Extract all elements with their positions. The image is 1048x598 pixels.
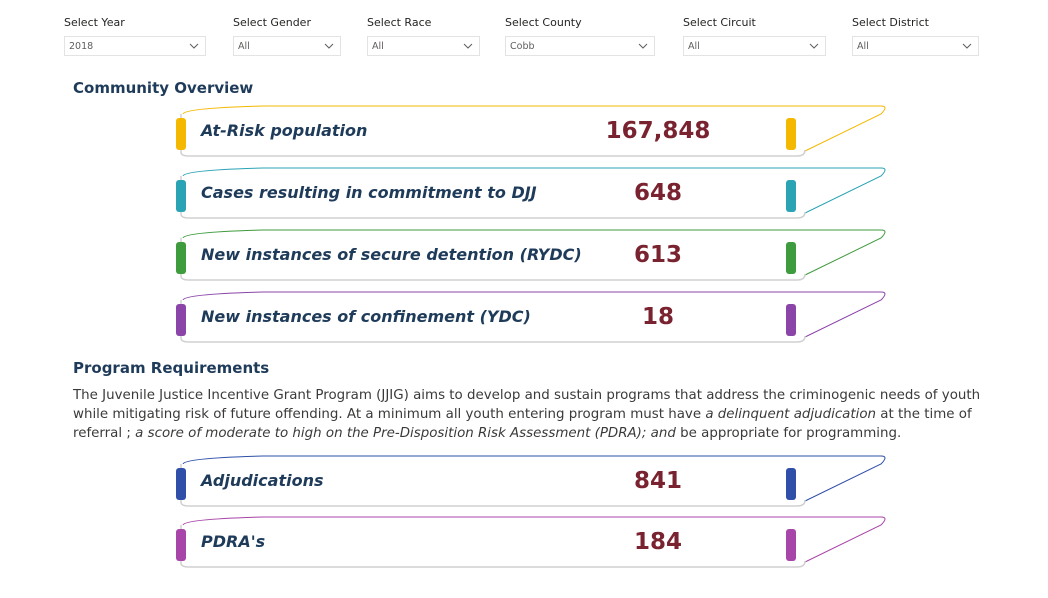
accent-bar-right bbox=[786, 180, 796, 212]
card-body bbox=[180, 114, 806, 157]
slicer-label: Select County bbox=[505, 16, 582, 29]
kpi-card-commitment[interactable]: Cases resulting in commitment to DJJ 648 bbox=[173, 166, 893, 222]
card-body bbox=[180, 525, 806, 568]
dropdown-value: All bbox=[238, 40, 250, 52]
accent-bar-right bbox=[786, 529, 796, 561]
dropdown-value: All bbox=[372, 40, 384, 52]
req-text-emphasis: a score of moderate to high on the Pre-D… bbox=[135, 426, 676, 441]
card-decoration bbox=[176, 105, 886, 157]
kpi-label: Cases resulting in commitment to DJJ bbox=[201, 183, 537, 202]
slicer-circuit: Select Circuit All bbox=[683, 16, 826, 56]
kpi-label: PDRA's bbox=[201, 532, 266, 551]
slicer-race: Select Race All bbox=[367, 16, 480, 56]
kpi-value: 184 bbox=[633, 529, 682, 555]
kpi-card-at-risk[interactable]: At-Risk population 167,848 bbox=[173, 104, 893, 160]
accent-swoosh bbox=[182, 167, 886, 215]
accent-bar-right bbox=[786, 118, 796, 150]
slicer-label: Select Year bbox=[64, 16, 125, 29]
slicer-label: Select Race bbox=[367, 16, 432, 29]
accent-swoosh bbox=[182, 291, 886, 339]
accent-bar-left bbox=[176, 242, 186, 274]
card-body bbox=[180, 464, 806, 507]
chevron-down-icon bbox=[189, 43, 199, 49]
district-dropdown[interactable]: All bbox=[852, 36, 979, 56]
accent-swoosh bbox=[182, 455, 886, 503]
card-body bbox=[180, 176, 806, 219]
accent-bar-left bbox=[176, 304, 186, 336]
accent-bar-left bbox=[176, 118, 186, 150]
accent-bar-right bbox=[786, 468, 796, 500]
year-dropdown[interactable]: 2018 bbox=[64, 36, 206, 56]
program-requirements-title: Program Requirements bbox=[73, 359, 270, 377]
kpi-card-pdra[interactable]: PDRA's 184 bbox=[173, 515, 893, 571]
accent-swoosh bbox=[182, 105, 886, 153]
chevron-down-icon bbox=[324, 43, 334, 49]
card-decoration bbox=[176, 455, 886, 507]
chevron-down-icon bbox=[962, 43, 972, 49]
slicer-label: Select District bbox=[852, 16, 929, 29]
chevron-down-icon bbox=[809, 43, 819, 49]
chevron-down-icon bbox=[463, 43, 473, 49]
program-requirements-text: The Juvenile Justice Incentive Grant Pro… bbox=[73, 386, 983, 443]
dropdown-value: 2018 bbox=[69, 40, 94, 52]
kpi-card-confinement[interactable]: New instances of confinement (YDC) 18 bbox=[173, 290, 893, 346]
kpi-value: 167,848 bbox=[605, 118, 711, 144]
slicer-gender: Select Gender All bbox=[233, 16, 341, 56]
accent-swoosh bbox=[182, 229, 886, 277]
slicer-county: Select County Cobb bbox=[505, 16, 655, 56]
race-dropdown[interactable]: All bbox=[367, 36, 480, 56]
dropdown-value: All bbox=[857, 40, 869, 52]
req-text-part: be appropriate for programming. bbox=[675, 426, 902, 441]
county-dropdown[interactable]: Cobb bbox=[505, 36, 655, 56]
kpi-value: 648 bbox=[633, 180, 682, 206]
kpi-value: 613 bbox=[633, 242, 682, 268]
card-decoration bbox=[176, 291, 886, 343]
circuit-dropdown[interactable]: All bbox=[683, 36, 826, 56]
kpi-card-adjudications[interactable]: Adjudications 841 bbox=[173, 454, 893, 510]
accent-bar-right bbox=[786, 304, 796, 336]
gender-dropdown[interactable]: All bbox=[233, 36, 341, 56]
slicer-district: Select District All bbox=[852, 16, 979, 56]
kpi-label: Adjudications bbox=[201, 471, 324, 490]
accent-bar-left bbox=[176, 529, 186, 561]
card-body bbox=[180, 300, 806, 343]
card-decoration bbox=[176, 229, 886, 281]
dropdown-value: All bbox=[688, 40, 700, 52]
kpi-card-detention[interactable]: New instances of secure detention (RYDC)… bbox=[173, 228, 893, 284]
dropdown-value: Cobb bbox=[510, 40, 535, 52]
slicer-label: Select Gender bbox=[233, 16, 311, 29]
accent-bar-left bbox=[176, 468, 186, 500]
community-overview-title: Community Overview bbox=[73, 79, 254, 97]
card-decoration bbox=[176, 167, 886, 219]
chevron-down-icon bbox=[638, 43, 648, 49]
slicer-year: Select Year 2018 bbox=[64, 16, 206, 56]
card-body bbox=[180, 238, 806, 281]
accent-bar-right bbox=[786, 242, 796, 274]
accent-swoosh bbox=[182, 516, 886, 564]
kpi-label: New instances of secure detention (RYDC) bbox=[201, 245, 582, 264]
slicer-label: Select Circuit bbox=[683, 16, 756, 29]
req-text-part: The Juvenile Justice Incentive Grant Pro… bbox=[73, 388, 981, 422]
kpi-value: 18 bbox=[641, 304, 674, 330]
card-decoration bbox=[176, 516, 886, 568]
req-text-part: at the time of referral ; bbox=[73, 407, 972, 441]
kpi-value: 841 bbox=[633, 468, 682, 494]
kpi-label: New instances of confinement (YDC) bbox=[201, 307, 531, 326]
req-text-emphasis: a delinquent adjudication bbox=[705, 407, 877, 422]
accent-bar-left bbox=[176, 180, 186, 212]
kpi-label: At-Risk population bbox=[201, 121, 368, 140]
